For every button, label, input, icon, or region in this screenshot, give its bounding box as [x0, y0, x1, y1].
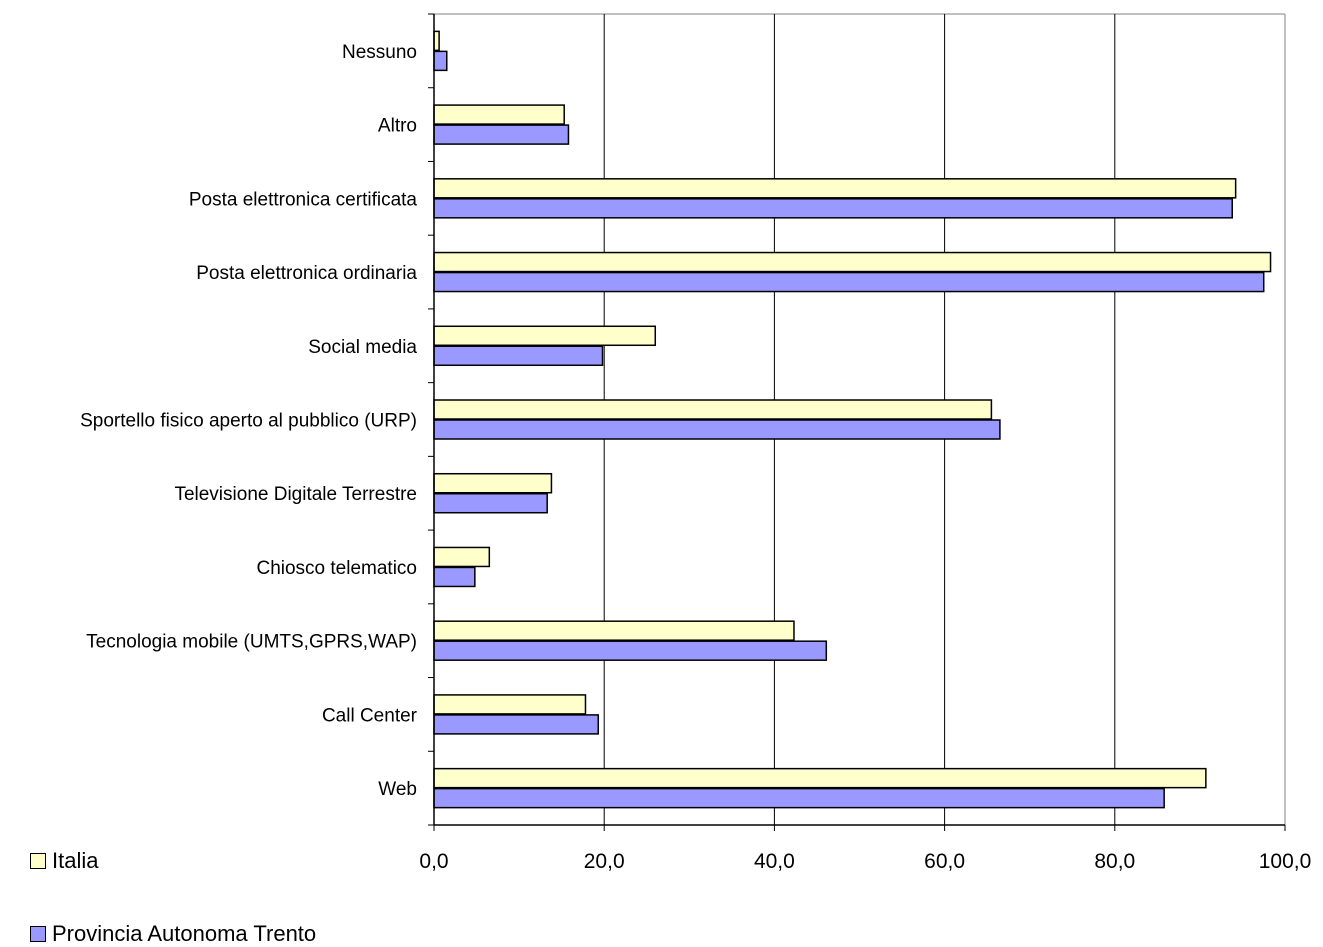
bar-trento [433, 714, 599, 735]
bar-trento [433, 492, 548, 514]
bar-trento [433, 566, 476, 588]
category-label: Call Center [322, 705, 418, 726]
x-tick-label: 100,0 [1259, 850, 1312, 873]
bar-italia [433, 767, 1207, 789]
bar-trento [433, 198, 1233, 219]
category-label: Chiosco telematico [256, 558, 417, 579]
x-tick-label: 40,0 [754, 850, 795, 873]
category-label: Posta elettronica certificata [189, 189, 418, 210]
category-label: Televisione Digitale Terrestre [174, 484, 417, 505]
bar-italia [433, 546, 491, 568]
bar-italia [433, 694, 587, 715]
legend-item-trento: Provincia Autonoma Trento [30, 921, 316, 947]
bar-trento [433, 50, 448, 72]
bar-trento [433, 345, 604, 367]
category-label: Posta elettronica ordinaria [196, 263, 417, 284]
bar-italia [433, 325, 657, 347]
bar-trento [433, 787, 1165, 809]
category-label: Sportello fisico aperto al pubblico (URP… [80, 411, 417, 432]
legend-label-italia: Italia [52, 848, 99, 873]
x-tick-label: 20,0 [584, 850, 625, 873]
category-label: Altro [378, 116, 417, 137]
bar-italia [433, 251, 1272, 273]
x-tick-label: 60,0 [924, 850, 965, 873]
legend-swatch-italia [30, 853, 46, 869]
bar-italia [433, 399, 993, 420]
axes [428, 13, 1286, 831]
legend-label-trento: Provincia Autonoma Trento [52, 921, 317, 946]
category-labels: Nessuno Altro Posta elettronica certificat… [80, 42, 418, 800]
x-tick-label: 0,0 [419, 850, 448, 873]
legend-item-italia: Italia [30, 848, 98, 874]
bar-italia [433, 30, 440, 52]
bar-italia [433, 178, 1237, 199]
bar-trento [433, 271, 1265, 293]
bar-trento [433, 640, 828, 661]
bar-trento [433, 419, 1001, 440]
category-label: Nessuno [342, 42, 417, 63]
bar-italia [433, 104, 565, 125]
bar-trento [433, 124, 570, 145]
x-tick-label: 80,0 [1094, 850, 1135, 873]
legend-swatch-trento [30, 926, 46, 942]
bars [433, 30, 1272, 809]
bar-italia [433, 620, 795, 641]
category-label: Social media [308, 337, 417, 358]
x-tick-labels: 0,0 20,0 40,0 60,0 80,0 100,0 [419, 850, 1311, 873]
category-label: Tecnologia mobile (UMTS,GPRS,WAP) [86, 632, 417, 653]
bar-italia [433, 472, 553, 494]
category-label: Web [378, 779, 417, 800]
